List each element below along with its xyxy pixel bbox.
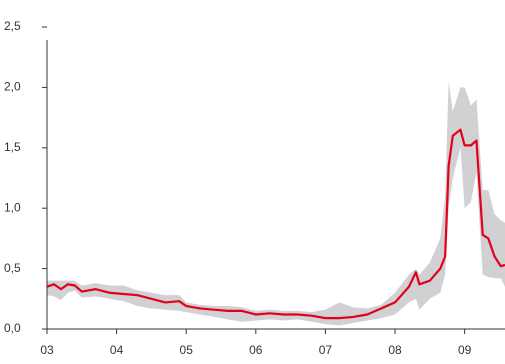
y-tick-label: 2,5 <box>4 19 21 33</box>
x-tick-label: 06 <box>249 343 263 357</box>
y-tick-label: 0,5 <box>4 261 21 275</box>
x-tick-label: 08 <box>388 343 402 357</box>
x-tick-label: 09 <box>458 343 472 357</box>
y-tick-label: 1,0 <box>4 200 21 214</box>
x-tick-label: 03 <box>40 343 54 357</box>
line <box>46 128 505 320</box>
x-tick-label: 04 <box>110 343 124 357</box>
band <box>47 81 505 326</box>
y-tick-label: 2,0 <box>4 80 21 94</box>
x-tick-label: 07 <box>319 343 333 357</box>
y-tick-label: 0,0 <box>4 321 21 335</box>
x-tick-label: 05 <box>180 343 194 357</box>
y-tick-label: 1,5 <box>4 140 21 154</box>
